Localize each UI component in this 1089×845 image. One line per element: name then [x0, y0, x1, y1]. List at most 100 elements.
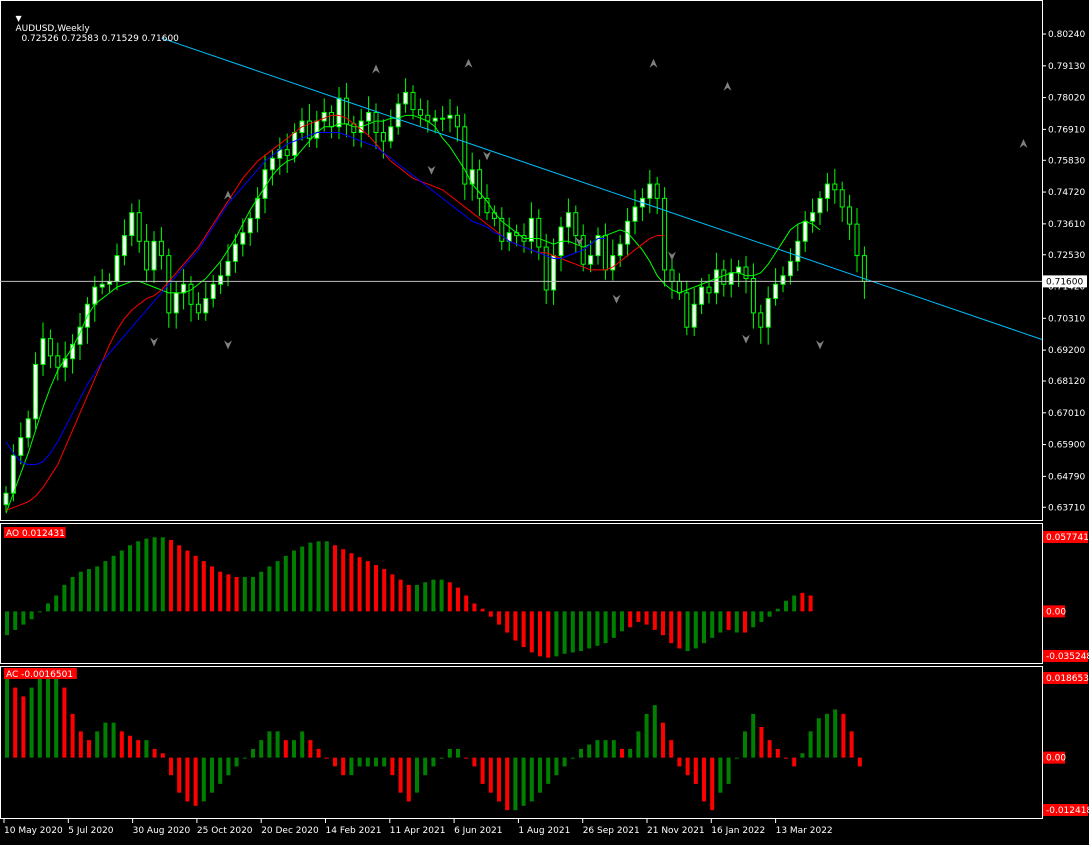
ac-bar [464, 757, 469, 759]
ac-bar [669, 740, 674, 758]
time-tick-label: 10 May 2020 [4, 826, 63, 836]
ac-bar [292, 740, 296, 758]
ao-bar [784, 600, 788, 612]
ao-bar [374, 565, 378, 612]
ao-bar [5, 611, 9, 636]
ac-bar [193, 757, 198, 806]
candle-body [477, 169, 483, 199]
ac-bar [226, 757, 231, 776]
candle-body [417, 109, 423, 116]
ao-bar [316, 541, 321, 612]
ao-bar [529, 611, 534, 653]
candle-body [173, 292, 179, 314]
ao-bar [169, 539, 173, 612]
ao-bar [775, 608, 780, 612]
fractal-up-icon [1019, 138, 1028, 148]
ac-bar [579, 748, 583, 758]
candle-body [3, 492, 9, 506]
ac-bar [234, 757, 239, 767]
ac-bar [160, 753, 165, 758]
candle-body [395, 103, 401, 128]
ao-bar [538, 611, 542, 657]
candle-body [610, 255, 616, 271]
ac-bar [734, 757, 739, 759]
ac-panel-frame [0, 666, 1043, 819]
time-tick-label: 13 Mar 2022 [776, 826, 833, 836]
ao-bar [95, 566, 100, 612]
ao-bar [398, 579, 403, 612]
ac-bar [87, 740, 91, 758]
ao-bar [128, 545, 132, 612]
candle-body [743, 266, 749, 280]
candle-body [669, 269, 675, 282]
ac-bar [775, 748, 780, 758]
ac-bar [259, 740, 264, 758]
candle-body [699, 286, 705, 305]
ac-bar [447, 748, 452, 758]
ac-bar [825, 713, 829, 758]
ao-bar [439, 579, 444, 612]
candle-body [795, 240, 801, 262]
candle-body [440, 117, 446, 120]
ao-bar [767, 611, 772, 617]
price-tick-label: 0.72530 [1048, 251, 1085, 261]
ao-bar [570, 611, 575, 653]
ao-bar [792, 595, 797, 612]
time-tick-label: 30 Aug 2020 [133, 826, 191, 836]
ac-bar [177, 757, 182, 793]
candle-body [536, 217, 542, 248]
ao-bar [620, 611, 624, 632]
ac-bar [726, 757, 731, 784]
price-tick-label: 0.76910 [1048, 125, 1085, 135]
ao-bar [251, 576, 255, 612]
candle-body [203, 298, 209, 314]
candle-body [144, 240, 150, 271]
ao-bar [808, 595, 813, 612]
ao-bar [54, 595, 59, 612]
ao-bar [111, 555, 116, 612]
fractal-down-icon [483, 151, 491, 161]
candle-body [543, 246, 549, 291]
ac-bar [119, 731, 124, 758]
ac-bar [201, 757, 206, 802]
ac-bar [628, 748, 633, 758]
candle-body [462, 126, 468, 185]
time-tick-label: 25 Oct 2020 [197, 826, 253, 836]
ac-bar [316, 748, 321, 758]
candle-body [484, 197, 490, 214]
candle-body [232, 243, 238, 262]
candle-body [314, 120, 320, 139]
ac-bar [759, 727, 764, 758]
candle-body [99, 283, 105, 288]
ao-bar [562, 611, 567, 654]
candle-body [780, 275, 786, 285]
ac-bar [210, 757, 214, 793]
ao-label: AO 0.012431 [6, 529, 65, 539]
fractal-up-icon [224, 190, 232, 200]
ao-label-bg [4, 527, 66, 538]
ao-bar [283, 555, 288, 612]
ao-bar [423, 582, 428, 612]
ac-bar [661, 722, 665, 758]
fractal-down-icon [668, 251, 676, 261]
ac-bar [800, 753, 805, 758]
ac-bar [283, 740, 288, 758]
ao-bar [70, 576, 75, 612]
candle-body [565, 212, 571, 228]
ao-bar [324, 541, 329, 612]
ac-bar [78, 731, 83, 758]
ac-bar [218, 757, 223, 784]
ac-bar [792, 757, 797, 767]
current-price-tag [1043, 275, 1087, 288]
price-tick-label: 0.75830 [1048, 156, 1085, 166]
ac-bar [570, 757, 575, 759]
candle-body [691, 303, 697, 328]
price-tick-label: 0.80240 [1048, 30, 1085, 40]
time-tick-label: 16 Jan 2022 [711, 826, 765, 836]
ao-bar [587, 611, 592, 649]
triangle-down-icon[interactable]: ▼ [15, 14, 22, 23]
ac-bar [128, 735, 132, 758]
candle-body [662, 197, 668, 271]
ao-bar [595, 611, 600, 646]
